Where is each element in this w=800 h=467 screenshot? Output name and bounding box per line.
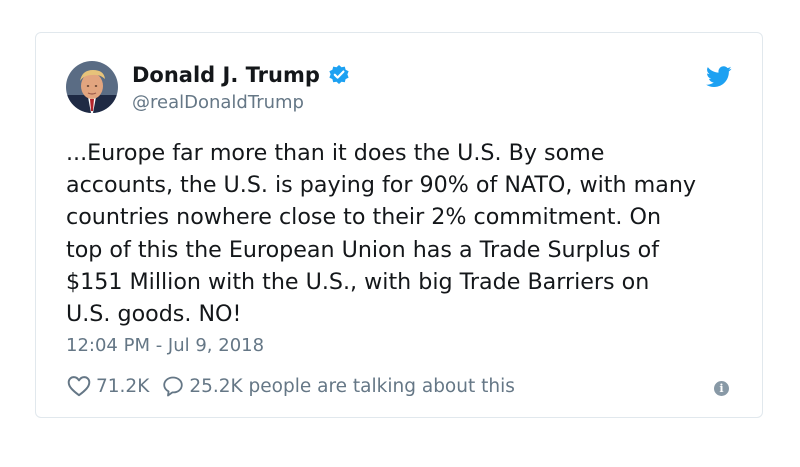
timestamp-link[interactable]: 12:04 PM - Jul 9, 2018 (66, 335, 265, 356)
tweet-text-line: $151 Million with the U.S., with big Tra… (66, 268, 650, 295)
twitter-bird-icon[interactable] (706, 66, 732, 88)
talking-count[interactable]: 25.2K people are talking about this (189, 375, 515, 397)
tweet-text-line: accounts, the U.S. is paying for 90% of … (66, 172, 697, 199)
tweet-text: ...Europe far more than it does the U.S.… (66, 137, 746, 330)
tweet-text-line: ...Europe far more than it does the U.S.… (66, 140, 605, 166)
author-handle[interactable]: @realDonaldTrump (132, 92, 304, 113)
verified-badge-icon (328, 64, 350, 86)
avatar[interactable] (66, 61, 118, 113)
tweet-card: Donald J. Trump @realDonaldTrump ...Euro… (35, 32, 763, 418)
tweet-text-line: top of this the European Union has a Tra… (66, 236, 660, 263)
comment-icon[interactable] (161, 374, 185, 398)
tweet-text-line: countries nowhere close to their 2% comm… (66, 204, 662, 231)
action-bar: 71.2K 25.2K people are talking about thi… (66, 373, 515, 399)
author-name[interactable]: Donald J. Trump (132, 63, 320, 87)
tweet-text-line: U.S. goods. NO! (66, 301, 242, 328)
heart-icon[interactable] (66, 373, 92, 399)
like-count[interactable]: 71.2K (96, 375, 150, 397)
info-icon[interactable]: i (714, 381, 729, 396)
author-name-row[interactable]: Donald J. Trump (132, 63, 350, 87)
